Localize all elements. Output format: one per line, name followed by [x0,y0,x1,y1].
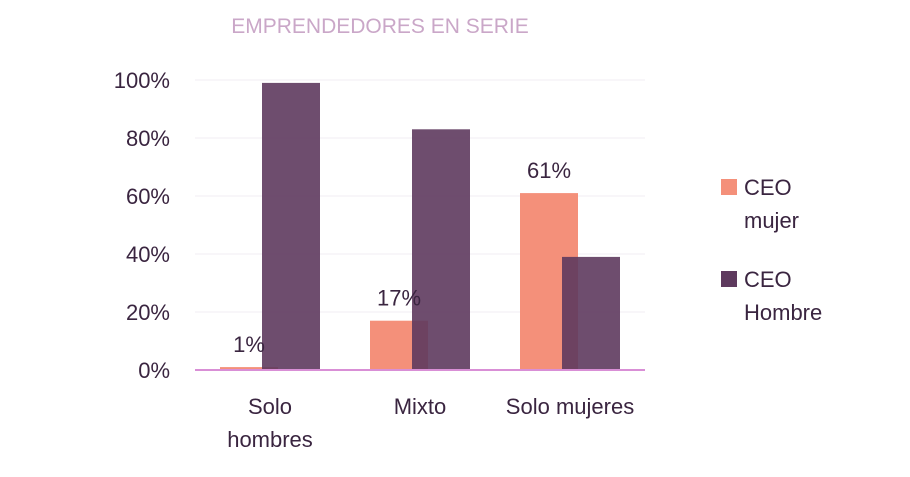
data-label-ceo-mujer: 1% [233,332,265,357]
chart-title: EMPRENDEDORES EN SERIE [231,15,529,38]
y-tick-label: 20% [126,300,170,325]
y-tick-label: 40% [126,242,170,267]
bar-ceo-hombre [412,129,470,370]
category-labels: Solo hombres Mixto Solo mujeres [227,394,634,452]
category-label: Solo mujeres [506,394,634,419]
data-label-ceo-mujer: 61% [527,158,571,183]
y-tick-label: 80% [126,126,170,151]
legend-swatch [721,179,737,195]
bar-ceo-mujer [220,367,278,370]
y-tick-label: 0% [138,358,170,383]
bar-ceo-hombre [562,256,620,370]
y-tick-label: 60% [126,184,170,209]
bar-ceo-hombre [262,82,320,371]
legend: CEO mujer CEO Hombre [721,175,822,325]
y-axis-ticks: 0% 20% 40% 60% 80% 100% [114,68,170,383]
category-label: Solo hombres [227,394,313,452]
bars [220,82,620,371]
data-label-ceo-mujer: 17% [377,286,421,311]
legend-label: CEO mujer [744,175,799,233]
legend-label: CEO Hombre [744,267,822,325]
category-label: Mixto [394,394,447,419]
legend-swatch [721,271,737,287]
data-labels: 1% 17% 61% [233,158,571,357]
y-tick-label: 100% [114,68,170,93]
